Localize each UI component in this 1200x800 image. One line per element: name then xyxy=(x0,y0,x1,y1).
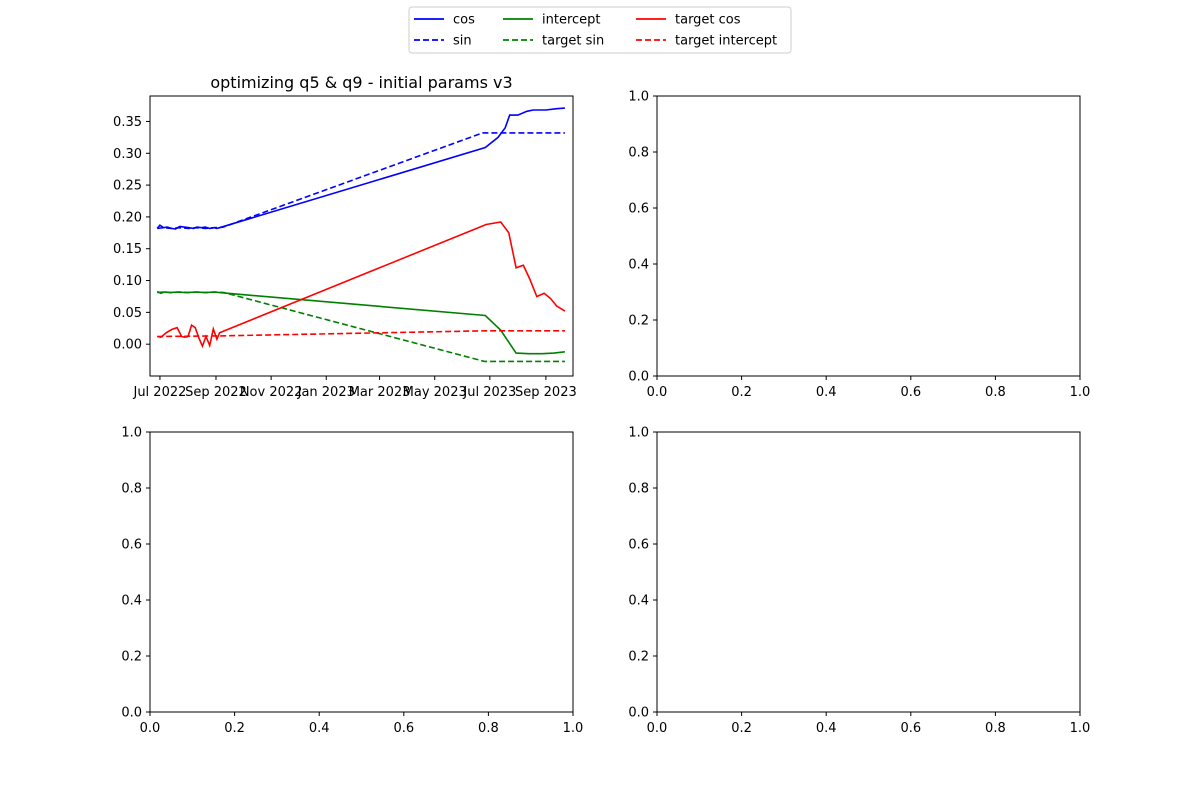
axes-frame xyxy=(149,95,574,377)
series-line-cos xyxy=(156,107,565,230)
series-line-target-sin xyxy=(157,291,565,363)
y-tick-label: 0.4 xyxy=(628,258,649,273)
legend-label-intercept: intercept xyxy=(542,13,601,28)
y-tick-label: 1.0 xyxy=(628,90,649,105)
y-tick-label: 0.6 xyxy=(628,538,649,553)
x-tick-label: 1.0 xyxy=(1070,721,1091,736)
x-tick-label: Jul 2023 xyxy=(462,385,516,400)
y-tick-label: 0.4 xyxy=(121,594,142,609)
series-line-target-cos xyxy=(157,221,566,349)
y-tick-label: 0.8 xyxy=(628,146,649,161)
y-tick-label: 0.6 xyxy=(628,202,649,217)
chart-title: optimizing q5 & q9 - initial params v3 xyxy=(210,73,512,92)
x-tick-label: Sep 2022 xyxy=(185,385,247,400)
x-tick-label: 0.2 xyxy=(224,721,245,736)
series-line-intercept xyxy=(156,290,565,355)
x-tick-label: 0.0 xyxy=(140,721,161,736)
x-tick-label: May 2023 xyxy=(403,385,467,400)
subplot-bottom-left: 0.0 0.2 0.4 0.6 0.8 1.0 0.0 0.2 0.4 0.6 0.8 1.0 xyxy=(121,426,583,737)
x-tick-label: Mar 2023 xyxy=(349,385,411,400)
legend-label-sin: sin xyxy=(453,34,472,49)
x-tick-label: 0.0 xyxy=(647,385,668,400)
x-tick-label: 0.8 xyxy=(985,385,1006,400)
y-tick-label: 1.0 xyxy=(121,426,142,441)
axes-frame xyxy=(656,95,1081,377)
x-tick-label: Nov 2022 xyxy=(240,385,303,400)
y-tick-label: 0.20 xyxy=(113,210,142,225)
y-tick-label: 0.25 xyxy=(113,179,142,194)
y-tick-label: 0.0 xyxy=(121,706,142,721)
y-tick-label: 0.0 xyxy=(628,370,649,385)
x-tick-label: 0.6 xyxy=(900,721,921,736)
x-tick-label: 0.2 xyxy=(731,721,752,736)
subplot-bottom-right: 0.0 0.2 0.4 0.6 0.8 1.0 0.0 0.2 0.4 0.6 0.8 1.0 xyxy=(628,426,1090,737)
x-tick-label: 0.6 xyxy=(393,721,414,736)
x-tick-label: 0.8 xyxy=(478,721,499,736)
y-tick-label: 0.8 xyxy=(628,482,649,497)
x-tick-label: 0.2 xyxy=(731,385,752,400)
series-line-sin xyxy=(157,132,565,230)
series-line-target-intercept xyxy=(157,329,565,338)
legend-label-target-cos: target cos xyxy=(675,13,741,28)
legend: cos sin intercept target sin target cos targe… xyxy=(408,6,792,54)
x-tick-label: 0.4 xyxy=(816,385,837,400)
y-tick-label: 0.15 xyxy=(113,242,142,257)
subplot-top-right: 0.0 0.2 0.4 0.6 0.8 1.0 0.0 0.2 0.4 0.6 0.8 1.0 xyxy=(628,90,1090,401)
legend-label-target-intercept: target intercept xyxy=(675,34,777,49)
legend-label-target-sin: target sin xyxy=(542,34,604,49)
y-tick-label: 0.05 xyxy=(113,306,142,321)
y-tick-label: 0.00 xyxy=(113,338,142,353)
x-tick-label: 0.0 xyxy=(647,721,668,736)
x-tick-label: 1.0 xyxy=(1070,385,1091,400)
y-tick-label: 0.6 xyxy=(121,538,142,553)
x-tick-label: Sep 2023 xyxy=(515,385,577,400)
y-tick-label: 0.2 xyxy=(628,314,649,329)
y-tick-label: 0.8 xyxy=(121,482,142,497)
y-tick-label: 0.35 xyxy=(113,115,142,130)
x-tick-label: 0.4 xyxy=(816,721,837,736)
y-tick-label: 1.0 xyxy=(628,426,649,441)
x-tick-label: 0.8 xyxy=(985,721,1006,736)
y-tick-label: 0.4 xyxy=(628,594,649,609)
axes-frame xyxy=(656,431,1081,713)
y-tick-label: 0.2 xyxy=(628,650,649,665)
x-tick-label: 0.4 xyxy=(309,721,330,736)
y-tick-label: 0.30 xyxy=(113,147,142,162)
x-tick-label: Jul 2022 xyxy=(132,385,186,400)
x-tick-label: 0.6 xyxy=(900,385,921,400)
x-tick-label: 1.0 xyxy=(563,721,584,736)
axes-frame xyxy=(149,431,574,713)
y-tick-label: 0.0 xyxy=(628,706,649,721)
x-tick-label: Jan 2023 xyxy=(297,385,355,400)
legend-label-cos: cos xyxy=(453,13,475,28)
y-tick-label: 0.2 xyxy=(121,650,142,665)
y-tick-label: 0.10 xyxy=(113,274,142,289)
